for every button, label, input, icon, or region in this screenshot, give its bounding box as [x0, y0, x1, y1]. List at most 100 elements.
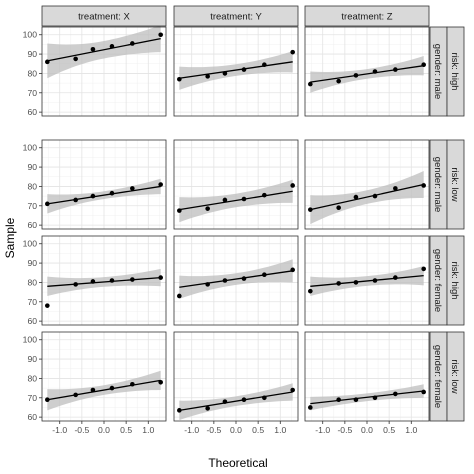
data-point	[241, 397, 247, 403]
column-strip	[173, 5, 299, 27]
y-tick-label: 80	[27, 373, 37, 383]
data-point	[177, 293, 182, 299]
data-point	[336, 397, 341, 403]
y-tick-label: 70	[27, 201, 37, 211]
data-point	[353, 194, 359, 200]
panel-frame	[304, 139, 430, 230]
row-strip-label: gender: male	[432, 44, 443, 99]
fit-line	[310, 275, 424, 287]
row-strip-label: risk: high	[449, 52, 460, 90]
data-point	[262, 62, 267, 68]
data-point	[158, 32, 163, 38]
data-point	[130, 41, 135, 46]
data-point	[290, 387, 295, 393]
data-point	[421, 389, 426, 395]
row-strip-label: gender: male	[432, 157, 443, 212]
y-tick-label: 60	[27, 220, 37, 230]
data-point	[336, 78, 341, 84]
y-tick-label: 100	[23, 239, 38, 249]
data-point	[222, 399, 228, 404]
data-point	[393, 186, 398, 191]
panel-frame	[41, 26, 167, 117]
column-strip	[304, 5, 430, 27]
data-point	[308, 81, 313, 87]
x-tick-label: 1.0	[405, 425, 417, 435]
fit-line	[179, 270, 293, 288]
fit-line	[47, 185, 161, 205]
panel-frame	[304, 26, 430, 117]
data-point	[222, 278, 228, 283]
data-point	[109, 278, 115, 283]
row-strip	[446, 331, 465, 422]
y-tick-label: 90	[27, 49, 37, 59]
x-tick-label: 1.0	[142, 425, 154, 435]
row-strip	[446, 139, 465, 230]
row-strip-label: risk: low	[449, 359, 460, 393]
data-point	[353, 280, 359, 285]
y-tick-label: 80	[27, 181, 37, 191]
x-tick-label: 0.5	[383, 425, 395, 435]
data-point	[421, 266, 426, 272]
data-point	[177, 208, 182, 213]
y-tick-label: 90	[27, 258, 37, 268]
data-point	[372, 278, 378, 283]
data-point	[353, 73, 359, 78]
data-point	[73, 197, 78, 203]
y-tick-label: 80	[27, 277, 37, 287]
column-strip-label: treatment: Z	[341, 12, 392, 23]
fit-line	[310, 65, 424, 83]
data-point	[353, 397, 359, 403]
data-point	[73, 282, 78, 287]
data-point	[241, 276, 247, 281]
data-point	[222, 197, 228, 203]
data-point	[177, 408, 182, 413]
x-tick-label: 0.5	[252, 425, 264, 435]
x-tick-label: -0.5	[74, 425, 89, 435]
data-point	[45, 59, 50, 65]
data-point	[109, 44, 115, 49]
data-point	[372, 69, 378, 74]
panel-frame	[173, 235, 299, 326]
data-point	[130, 381, 135, 387]
panel-frame	[173, 139, 299, 230]
data-point	[90, 279, 96, 284]
data-point	[90, 46, 96, 52]
row-strip-label: gender: female	[432, 249, 443, 312]
x-tick-label: -0.5	[206, 425, 221, 435]
fit-lines	[47, 37, 424, 412]
column-strip-label: treatment: X	[78, 12, 130, 23]
data-point	[45, 397, 50, 403]
x-tick-label: -0.5	[337, 425, 352, 435]
y-tick-label: 90	[27, 354, 37, 364]
data-point	[421, 62, 426, 68]
row-strip	[446, 235, 465, 326]
facet-strips: treatment: X treatment: Y treatment: Z gend…	[41, 5, 465, 422]
y-tick-label: 70	[27, 297, 37, 307]
panel-frames	[41, 26, 430, 422]
data-point	[308, 288, 313, 294]
data-point	[130, 277, 135, 282]
y-axis-title: Sample	[3, 217, 17, 258]
data-point	[372, 395, 378, 401]
data-point	[336, 205, 341, 211]
data-point	[45, 201, 50, 207]
data-point	[290, 49, 295, 55]
y-tick-label: 60	[27, 412, 37, 422]
data-point	[393, 391, 398, 397]
data-point	[158, 182, 163, 187]
data-point	[109, 190, 115, 196]
data-point	[158, 380, 163, 385]
x-axis-title: Theoretical	[208, 456, 267, 470]
row-strip-label: gender: female	[432, 345, 443, 408]
data-point	[205, 282, 210, 287]
fit-line	[179, 61, 293, 79]
data-point	[421, 183, 426, 188]
fit-line	[310, 183, 424, 211]
panel-frame	[41, 235, 167, 326]
data-point	[262, 395, 267, 401]
x-tick-label: -1.0	[184, 425, 199, 435]
data-point	[90, 387, 96, 393]
y-tick-label: 70	[27, 88, 37, 98]
data-point	[73, 392, 78, 398]
data-point	[336, 281, 341, 286]
